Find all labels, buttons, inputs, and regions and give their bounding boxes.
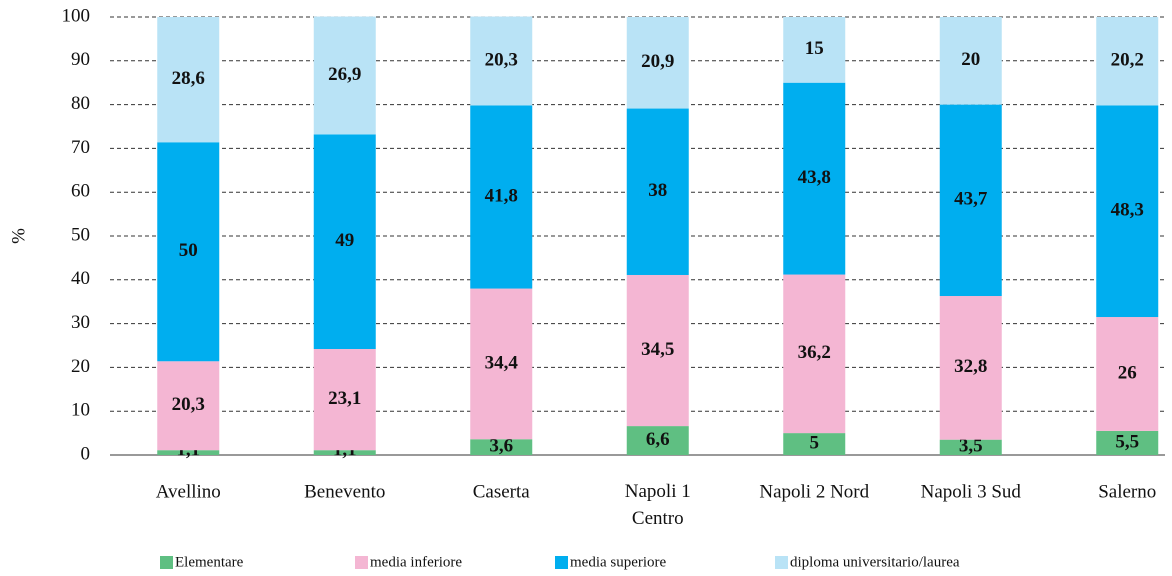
value-label: 6,6 xyxy=(646,429,670,450)
legend-swatch xyxy=(555,556,568,569)
bar-segment xyxy=(1096,17,1159,106)
bar-segment xyxy=(1096,105,1159,318)
legend-label: media superiore xyxy=(570,554,667,570)
x-tick-label: Caserta xyxy=(473,481,531,502)
bar-segment xyxy=(626,426,689,455)
bar-segment xyxy=(1096,317,1159,431)
value-label: 3,5 xyxy=(959,436,983,457)
value-label: 43,8 xyxy=(798,167,831,188)
x-tick-label: Avellino xyxy=(156,481,221,502)
bar-segment xyxy=(939,17,1002,105)
value-label: 20,3 xyxy=(172,394,205,415)
x-tick-label: Salerno xyxy=(1098,481,1156,502)
bar-segment xyxy=(939,104,1002,297)
value-label: 38 xyxy=(648,180,667,201)
bar-segment xyxy=(313,450,376,455)
x-tick-label: Napoli 3 Sud xyxy=(921,481,1022,502)
value-label: 5,5 xyxy=(1115,431,1139,452)
bar-segment xyxy=(626,108,689,275)
x-tick-label: Napoli 2 Nord xyxy=(759,481,869,502)
bar-segment xyxy=(470,439,533,455)
y-tick-label: 80 xyxy=(71,93,90,114)
y-tick-label: 40 xyxy=(71,268,90,289)
value-label: 26,9 xyxy=(328,64,361,85)
y-tick-label: 70 xyxy=(71,137,90,158)
bar-segment xyxy=(783,17,846,83)
bar-segment xyxy=(783,433,846,455)
bar-segment xyxy=(939,296,1002,440)
y-tick-label: 20 xyxy=(71,356,90,377)
legend-label: media inferiore xyxy=(370,554,462,570)
value-label: 34,5 xyxy=(641,339,674,360)
y-tick-label: 0 xyxy=(81,443,91,464)
bar-segment xyxy=(470,105,533,289)
value-label: 20,3 xyxy=(485,49,518,70)
y-tick-label: 50 xyxy=(71,224,90,245)
bar-segment xyxy=(157,142,220,362)
value-label: 23,1 xyxy=(328,388,361,409)
y-tick-label: 100 xyxy=(62,5,91,26)
value-label: 20,9 xyxy=(641,51,674,72)
value-label: 43,7 xyxy=(954,189,988,210)
bar-segment xyxy=(157,17,220,143)
y-axis-label: % xyxy=(8,228,29,244)
bar-segment xyxy=(157,361,220,451)
value-label: 36,2 xyxy=(798,342,831,363)
value-label: 48,3 xyxy=(1111,200,1144,221)
value-label: 32,8 xyxy=(954,356,987,377)
value-label: 26 xyxy=(1118,362,1137,383)
bar-segment xyxy=(626,274,689,427)
value-label: 3,6 xyxy=(489,435,513,456)
y-tick-label: 60 xyxy=(71,181,90,202)
y-tick-label: 10 xyxy=(71,400,90,421)
value-label: 5 xyxy=(810,432,820,453)
bar-segment xyxy=(313,349,376,451)
bar-segment xyxy=(783,274,846,434)
legend-swatch xyxy=(775,556,788,569)
legend-label: Elementare xyxy=(175,554,244,570)
bar-segment xyxy=(783,82,846,275)
x-tick-label: Benevento xyxy=(304,481,385,502)
x-tick-label: Napoli 1 Centro xyxy=(625,481,691,529)
y-tick-label: 90 xyxy=(71,49,90,70)
bar-segment xyxy=(1096,430,1159,455)
legend-label: diploma universitario/laurea xyxy=(790,554,960,570)
bar-segment xyxy=(313,16,376,135)
bar-segment xyxy=(470,16,533,106)
legend-swatch xyxy=(160,556,173,569)
bar-segment xyxy=(626,17,689,109)
value-label: 15 xyxy=(805,38,824,59)
value-label: 20 xyxy=(961,49,980,70)
legend-swatch xyxy=(355,556,368,569)
value-label: 50 xyxy=(179,240,198,261)
bar-segment xyxy=(939,439,1002,455)
y-tick-label: 30 xyxy=(71,312,90,333)
value-label: 41,8 xyxy=(485,185,518,206)
bar-segment xyxy=(157,450,220,455)
bar-segment xyxy=(313,134,376,350)
value-label: 34,4 xyxy=(485,352,519,373)
value-label: 49 xyxy=(335,230,354,251)
value-label: 20,2 xyxy=(1111,50,1144,71)
value-label: 28,6 xyxy=(172,68,205,89)
bar-segment xyxy=(470,288,533,440)
